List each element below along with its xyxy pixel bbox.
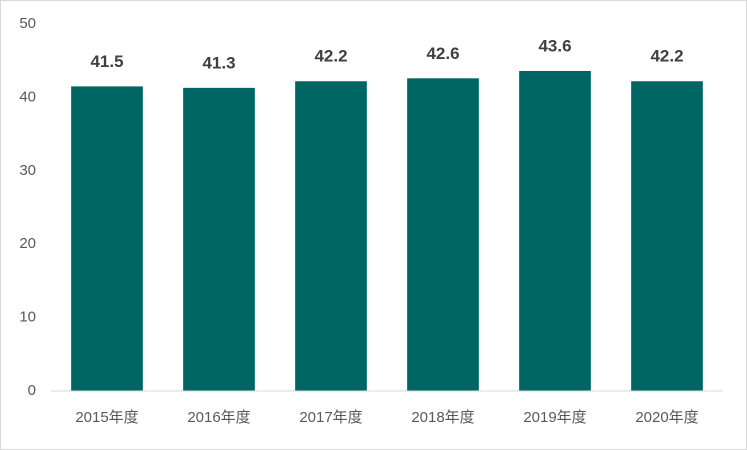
x-tick-label: 2019年度 bbox=[523, 409, 586, 426]
y-tick-label: 50 bbox=[19, 15, 36, 32]
x-tick-label: 2018年度 bbox=[411, 409, 474, 426]
bar bbox=[519, 70, 591, 391]
x-tick-label: 2016年度 bbox=[187, 409, 250, 426]
data-label: 43.6 bbox=[538, 36, 571, 55]
y-tick-label: 0 bbox=[28, 382, 36, 399]
data-label: 41.3 bbox=[202, 53, 235, 72]
bar bbox=[71, 86, 143, 391]
bar bbox=[183, 87, 255, 391]
data-label: 42.6 bbox=[426, 44, 459, 63]
y-tick-label: 30 bbox=[19, 162, 36, 179]
x-tick-label: 2015年度 bbox=[75, 409, 138, 426]
data-label: 42.2 bbox=[314, 47, 347, 66]
bar bbox=[631, 81, 703, 391]
y-tick-label: 10 bbox=[19, 309, 36, 326]
x-tick-label: 2017年度 bbox=[299, 409, 362, 426]
y-tick-label: 20 bbox=[19, 235, 36, 252]
data-label: 42.2 bbox=[650, 47, 683, 66]
bar bbox=[407, 78, 479, 391]
x-tick-label: 2020年度 bbox=[635, 409, 698, 426]
bar bbox=[295, 81, 367, 391]
data-label: 41.5 bbox=[90, 52, 123, 71]
y-tick-label: 40 bbox=[19, 88, 36, 105]
